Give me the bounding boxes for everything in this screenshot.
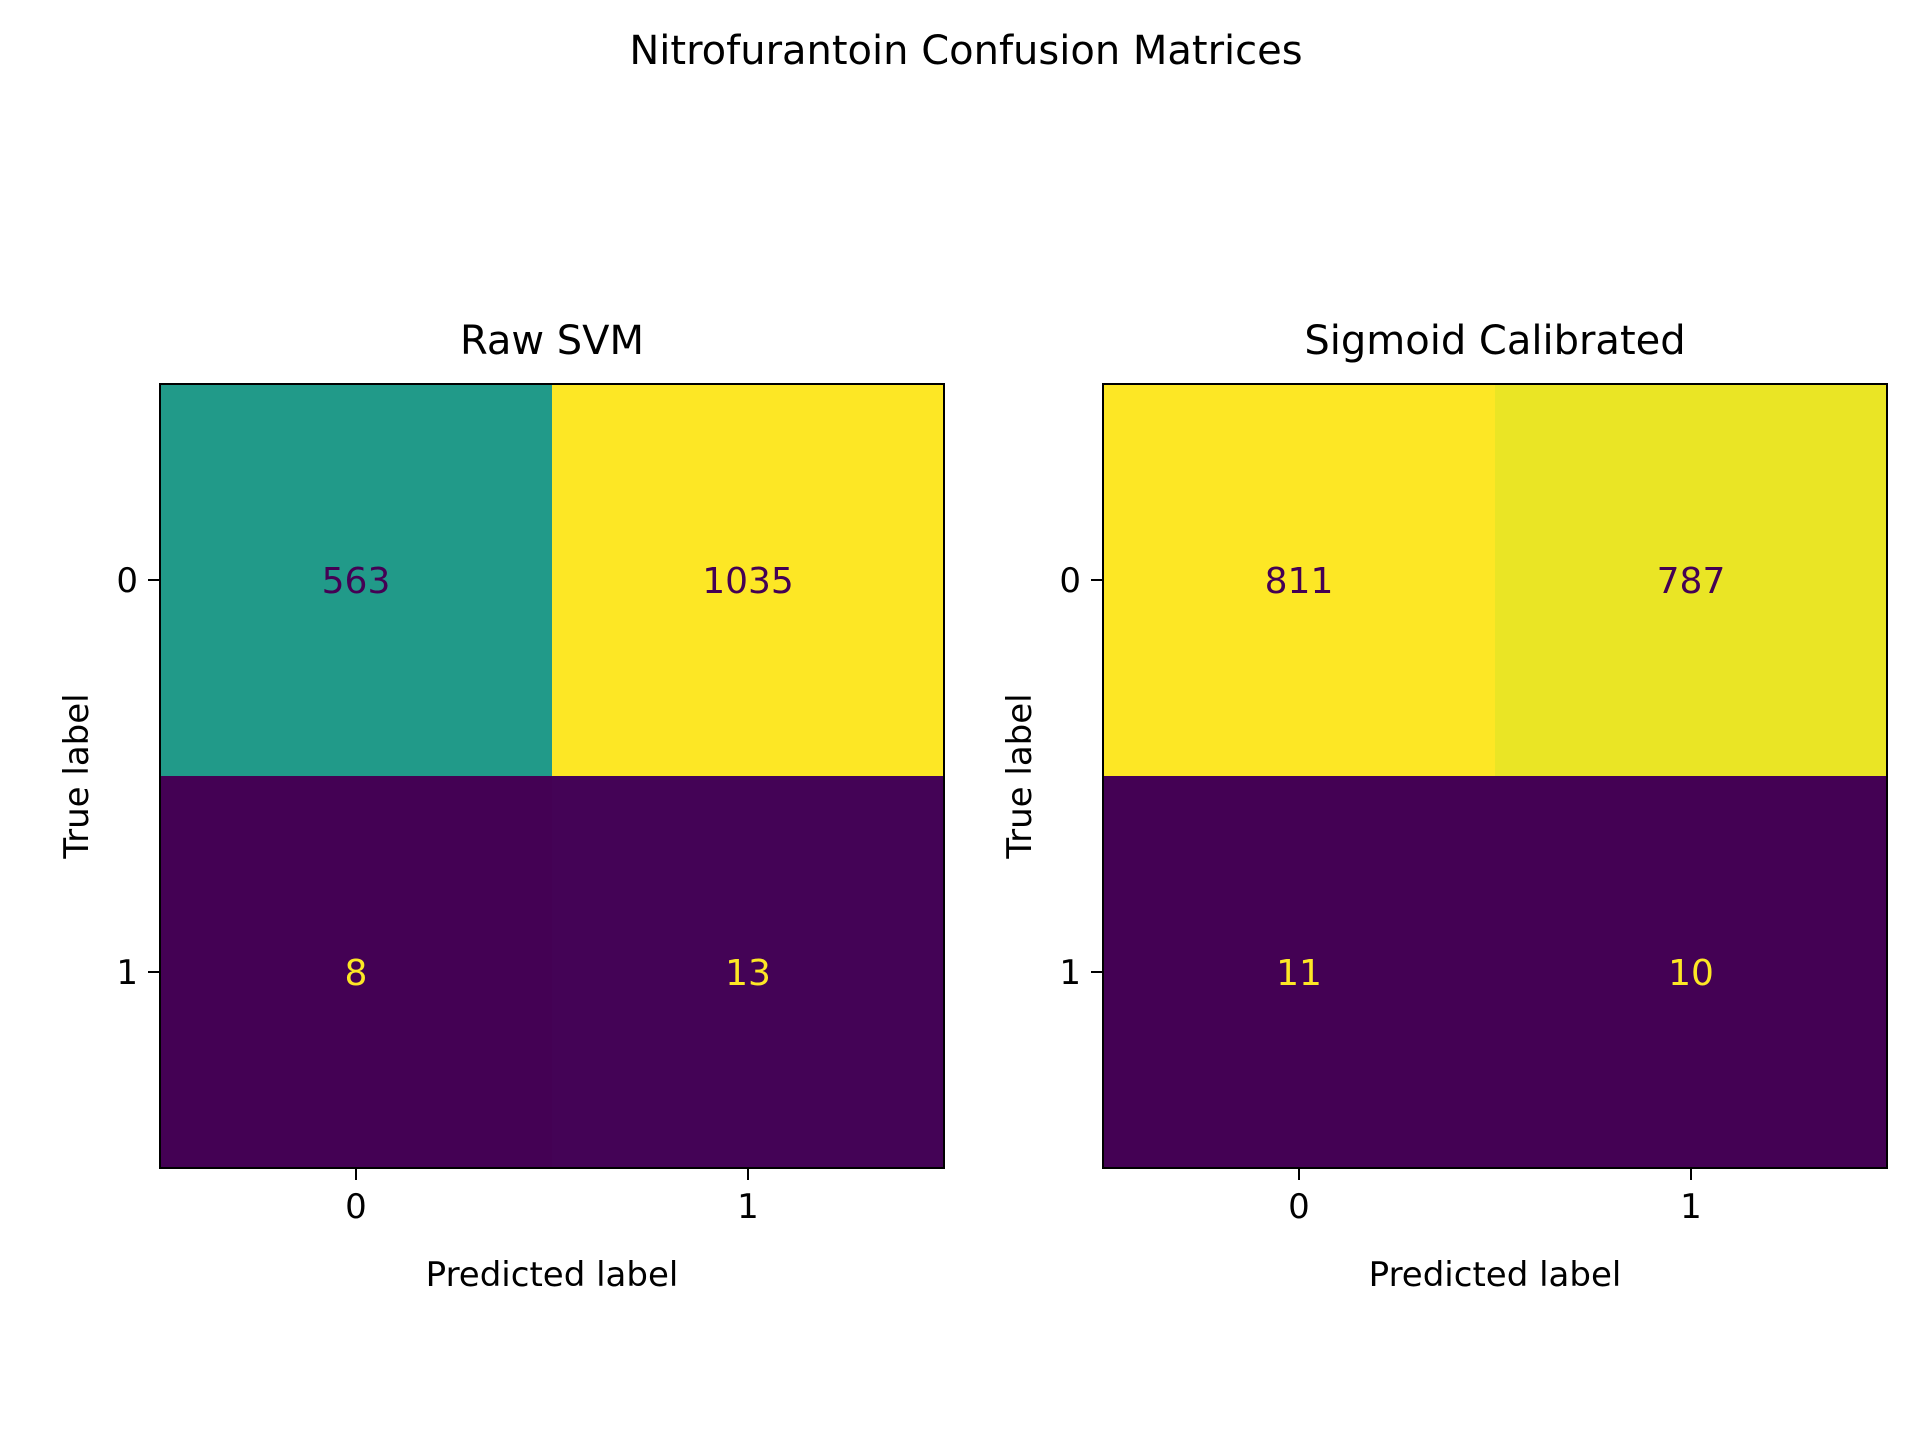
y-tick-label: 1	[116, 953, 138, 993]
cell-value-0-0: 563	[322, 561, 391, 602]
axes-title: Sigmoid Calibrated	[1304, 318, 1685, 364]
heatmap-cell-1-1	[552, 776, 945, 1169]
y-axis-label: True label	[57, 693, 97, 859]
heatmap-cell-0-0	[160, 384, 553, 777]
x-axis-label: Predicted label	[1369, 1255, 1622, 1295]
cell-value-0-0: 811	[1265, 561, 1334, 602]
axes-frame	[159, 383, 945, 1169]
y-axis-label: True label	[1000, 693, 1040, 859]
heatmap-cell-1-0	[1103, 776, 1496, 1169]
cell-value-1-0: 11	[1276, 953, 1322, 994]
panel-1: 563 1035 8 13 0 1 0 1 Raw SVM Predicted label True…	[57, 318, 945, 1295]
x-tick-label: 1	[737, 1187, 759, 1227]
cell-value-0-1: 1035	[702, 561, 794, 602]
y-tick-label: 0	[1059, 561, 1081, 601]
cell-value-1-0: 8	[345, 953, 368, 994]
heatmap-cell-1-1	[1495, 776, 1888, 1169]
heatmap-cell-0-0	[1103, 384, 1496, 777]
cell-value-1-1: 13	[725, 953, 771, 994]
axes-frame	[1102, 383, 1888, 1169]
y-tick-label: 1	[1059, 953, 1081, 993]
heatmap-cell-0-1	[552, 384, 945, 777]
x-axis-label: Predicted label	[426, 1255, 679, 1295]
heatmap-cell-0-1	[1495, 384, 1888, 777]
cell-value-0-1: 787	[1657, 561, 1726, 602]
heatmap-cell-1-0	[160, 776, 553, 1169]
x-tick-label: 0	[345, 1187, 367, 1227]
x-tick-label: 1	[1680, 1187, 1702, 1227]
axes-title: Raw SVM	[460, 318, 644, 364]
cell-value-1-1: 10	[1668, 953, 1714, 994]
x-tick-label: 0	[1288, 1187, 1310, 1227]
figure-title: Nitrofurantoin Confusion Matrices	[629, 28, 1302, 74]
y-tick-label: 0	[116, 561, 138, 601]
